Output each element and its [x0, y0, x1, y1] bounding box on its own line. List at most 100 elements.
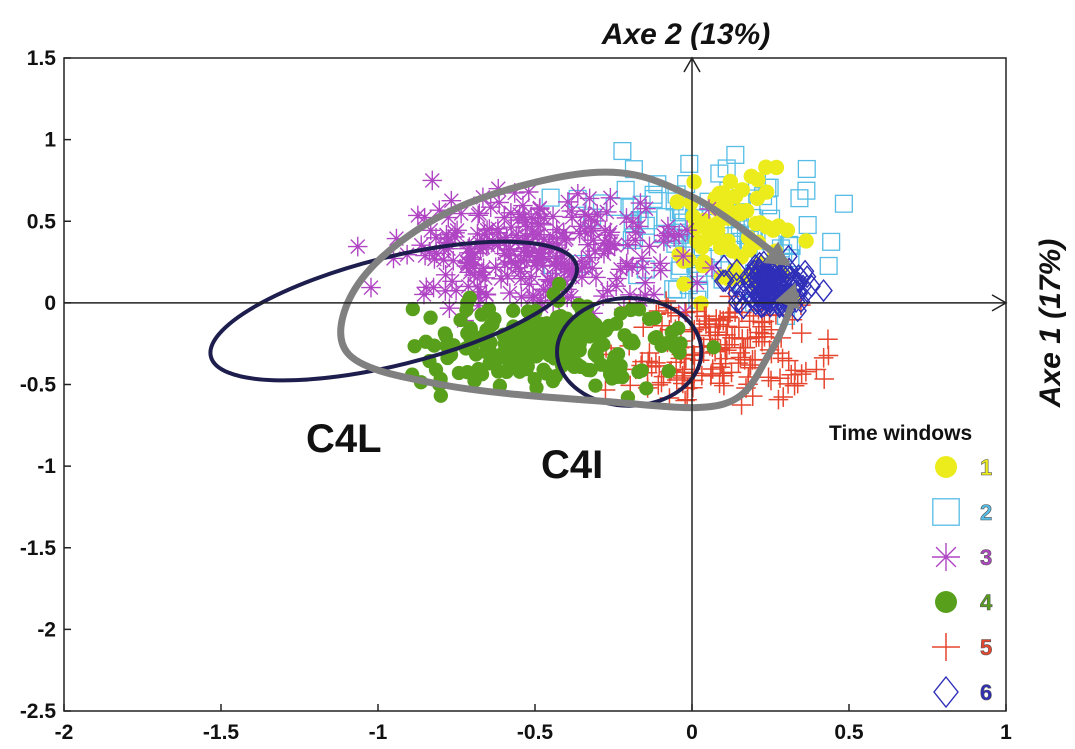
data-point-series-3	[616, 208, 637, 228]
data-point-series-3	[422, 170, 443, 191]
legend-marker-1	[935, 456, 957, 478]
data-point-series-5	[699, 314, 719, 335]
data-point-series-2	[541, 188, 560, 207]
data-point-series-3	[669, 224, 689, 245]
legend-label-3: 3	[980, 545, 992, 570]
data-point-series-3	[575, 221, 595, 241]
data-point-series-2	[798, 215, 817, 235]
data-point-series-5	[740, 355, 761, 375]
data-point-series-3	[579, 247, 600, 268]
data-point-series-5	[784, 375, 805, 396]
data-point-series-4	[530, 316, 545, 331]
data-point-series-3	[469, 203, 490, 224]
data-point-series-3	[600, 222, 621, 243]
data-point-series-4	[474, 307, 489, 322]
data-point-series-3	[521, 207, 541, 228]
data-point-series-3	[501, 217, 522, 237]
data-point-series-3	[488, 178, 509, 199]
data-point-series-3	[438, 229, 459, 249]
data-point-series-3	[635, 272, 656, 293]
x-axis-title: Axe 1 (17%)	[1034, 239, 1067, 408]
data-point-series-5	[806, 359, 827, 380]
data-point-series-1	[752, 215, 768, 231]
data-point-series-3	[494, 207, 515, 228]
data-point-series-3	[562, 207, 582, 228]
data-point-series-4	[423, 310, 438, 325]
data-point-series-5	[754, 323, 775, 344]
data-point-series-3	[441, 190, 462, 211]
data-point-series-3	[480, 197, 501, 217]
data-point-series-3	[664, 227, 684, 247]
legend-marker-2	[932, 498, 960, 526]
data-point-series-3	[438, 207, 459, 228]
data-point-series-3	[628, 216, 649, 237]
data-point-series-4	[451, 365, 467, 381]
data-point-series-4	[623, 302, 639, 318]
data-point-series-5	[646, 353, 666, 373]
data-point-series-3	[472, 262, 492, 283]
data-point-series-3	[517, 216, 537, 237]
x-tick-label: 1	[1000, 721, 1012, 744]
data-point-series-1	[750, 171, 766, 188]
data-point-series-4	[536, 362, 551, 377]
y-tick-label: -2.5	[20, 700, 57, 723]
data-point-series-6	[762, 259, 782, 283]
data-point-series-3	[511, 287, 532, 307]
data-point-series-3	[439, 298, 460, 318]
data-point-series-3	[604, 235, 625, 256]
data-point-series-6	[734, 296, 753, 320]
data-point-series-3	[443, 251, 464, 271]
data-point-series-4	[407, 339, 422, 354]
data-point-series-4	[572, 336, 587, 351]
data-point-series-3	[383, 248, 404, 269]
data-point-series-3	[416, 277, 437, 298]
data-point-series-2	[797, 181, 816, 200]
data-point-series-4	[661, 364, 676, 379]
data-point-series-3	[547, 235, 568, 255]
x-tick-label: -1.5	[203, 721, 240, 744]
data-point-series-3	[542, 270, 563, 290]
data-point-series-3	[501, 203, 521, 223]
data-point-series-6	[754, 275, 774, 299]
data-point-series-3	[594, 233, 615, 254]
x-tick-label: -1	[369, 721, 388, 744]
data-point-series-3	[579, 188, 600, 209]
data-point-series-3	[488, 222, 508, 243]
data-point-series-3	[500, 283, 520, 303]
data-point-series-3	[519, 241, 539, 262]
legend-label-4: 4	[980, 590, 993, 615]
data-point-series-3	[687, 272, 707, 293]
data-point-series-3	[464, 255, 485, 275]
data-point-series-5	[814, 369, 834, 389]
y-tick-label: 1	[44, 129, 56, 152]
data-point-series-5	[694, 306, 715, 327]
trajectory-arrow	[337, 168, 800, 412]
y-tick-label: 0	[44, 292, 56, 315]
y-tick-label: -1.5	[20, 537, 57, 560]
data-point-series-5	[791, 364, 812, 384]
legend-marker-3	[932, 543, 960, 571]
data-point-series-5	[729, 317, 749, 338]
data-point-series-1	[686, 174, 702, 190]
data-point-series-3	[435, 264, 456, 285]
y-axis-title: Axe 2 (13%)	[601, 18, 770, 51]
data-point-series-3	[408, 205, 428, 226]
data-point-series-2	[613, 141, 632, 161]
data-point-series-6	[727, 281, 746, 306]
data-point-series-6	[779, 262, 799, 286]
legend-marker-4	[935, 591, 957, 613]
data-point-series-1	[669, 194, 686, 210]
data-point-series-4	[607, 349, 622, 364]
data-point-series-3	[569, 223, 590, 244]
data-point-series-4	[516, 336, 531, 351]
data-point-series-5	[752, 331, 772, 352]
data-point-series-3	[515, 227, 536, 247]
data-point-series-4	[673, 336, 688, 351]
data-point-series-3	[563, 259, 584, 280]
data-point-series-3	[532, 239, 553, 260]
data-point-series-3	[446, 280, 466, 301]
data-point-series-4	[567, 359, 583, 374]
data-point-series-3	[467, 224, 488, 244]
data-point-series-3	[575, 257, 595, 277]
